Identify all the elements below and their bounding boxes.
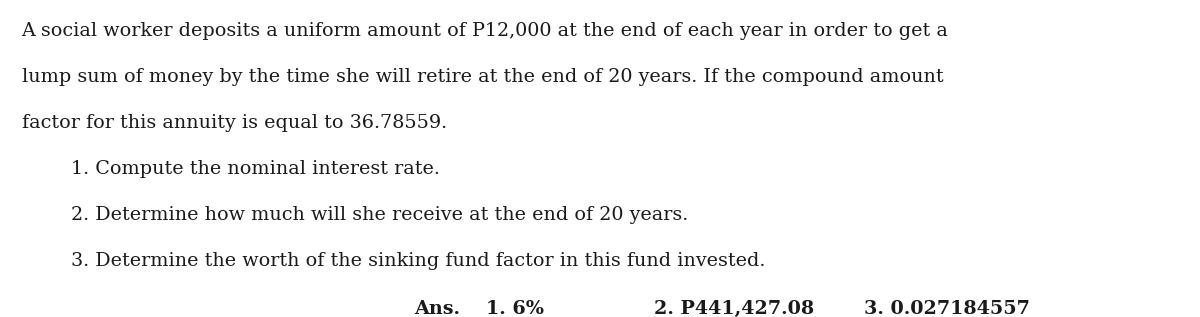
Text: A social worker deposits a uniform amount of P12,000 at the end of each year in : A social worker deposits a uniform amoun… — [22, 22, 948, 40]
Text: lump sum of money by the time she will retire at the end of 20 years. If the com: lump sum of money by the time she will r… — [22, 68, 943, 86]
Text: 1. 6%: 1. 6% — [486, 300, 544, 317]
Text: 2. Determine how much will she receive at the end of 20 years.: 2. Determine how much will she receive a… — [22, 206, 688, 224]
Text: 1. Compute the nominal interest rate.: 1. Compute the nominal interest rate. — [22, 160, 439, 178]
Text: 3. Determine the worth of the sinking fund factor in this fund invested.: 3. Determine the worth of the sinking fu… — [22, 252, 764, 270]
Text: 2. P441,427.08: 2. P441,427.08 — [654, 300, 814, 317]
Text: Ans.: Ans. — [414, 300, 460, 317]
Text: factor for this annuity is equal to 36.78559.: factor for this annuity is equal to 36.7… — [22, 114, 446, 132]
Text: 3. 0.027184557: 3. 0.027184557 — [864, 300, 1030, 317]
